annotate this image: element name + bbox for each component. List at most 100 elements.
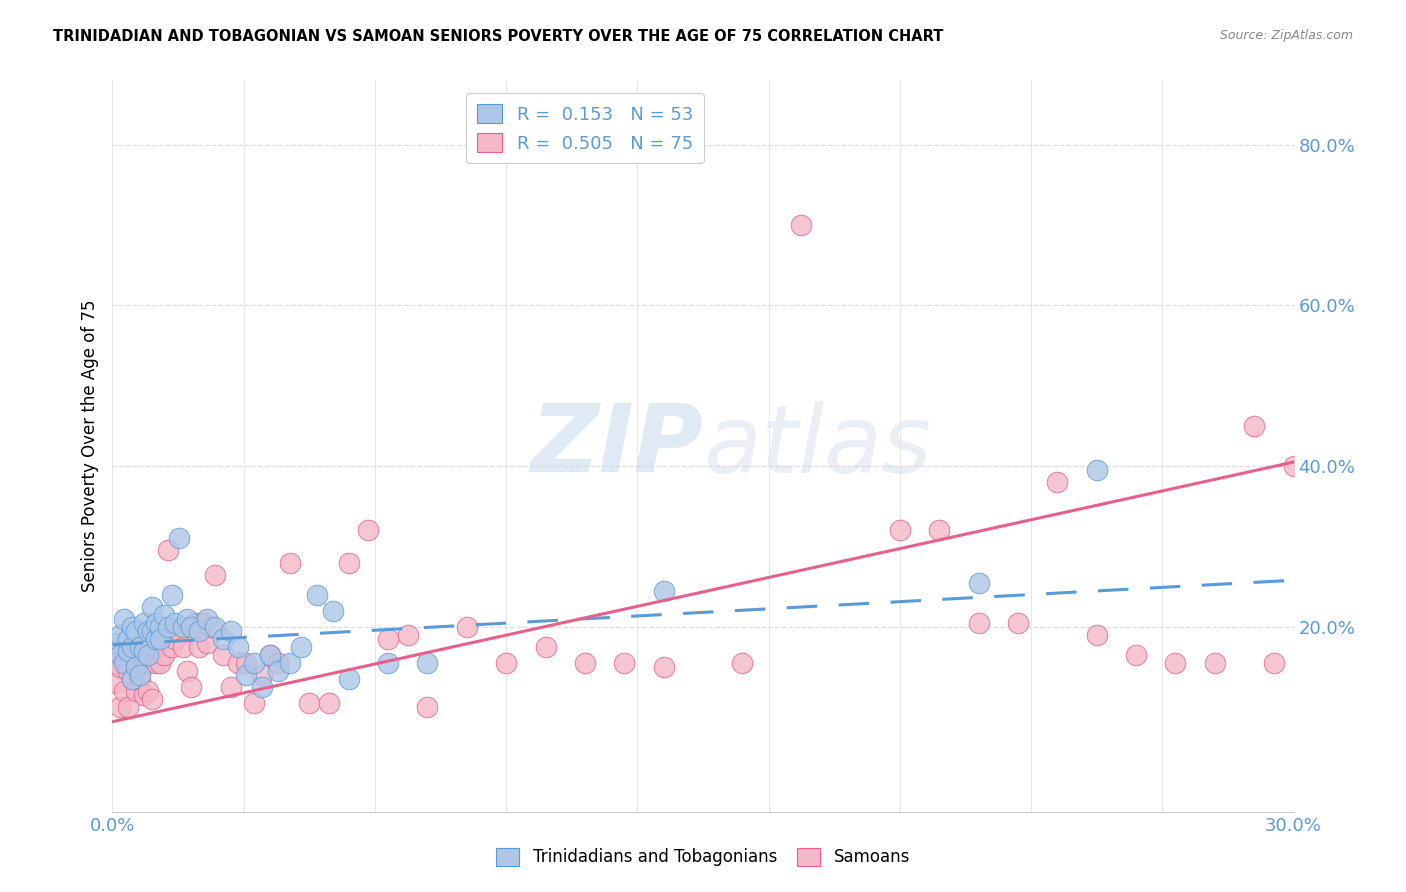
Point [129,648,152,662]
Point [318,696,340,710]
Point [195,612,218,626]
Point [456,620,478,634]
Point [136,648,159,662]
Point [219,680,242,694]
Point [169,532,191,546]
Point [204,620,226,634]
Point [105,636,128,650]
Point [141,624,163,638]
Point [132,648,155,662]
Point [110,660,132,674]
Point [652,660,675,674]
Point [337,672,360,686]
Point [132,688,155,702]
Point [219,624,242,638]
Point [1263,656,1285,670]
Point [731,656,754,670]
Point [235,656,257,670]
Point [141,692,163,706]
Point [1085,463,1108,477]
Point [278,656,301,670]
Point [180,680,202,694]
Point [152,607,174,622]
Point [112,656,135,670]
Point [1282,459,1305,474]
Point [136,624,159,638]
Point [172,640,194,654]
Point [129,640,152,654]
Point [152,624,174,638]
Point [1046,475,1069,490]
Legend: Trinidadians and Tobagonians, Samoans: Trinidadians and Tobagonians, Samoans [489,841,917,873]
Point [145,640,167,654]
Point [337,556,360,570]
Point [228,656,250,670]
Point [105,656,128,670]
Point [790,218,813,232]
Point [160,640,183,654]
Point [243,656,266,670]
Point [1243,418,1265,433]
Point [176,664,198,678]
Point [267,656,290,670]
Point [211,648,233,662]
Point [129,672,152,686]
Point [322,604,344,618]
Point [132,644,155,658]
Point [188,624,211,638]
Point [121,672,143,686]
Point [191,615,214,630]
Point [149,656,172,670]
Point [121,640,143,654]
Point [125,684,148,698]
Point [125,660,148,674]
Point [136,656,159,670]
Point [243,696,266,710]
Point [121,672,143,686]
Point [574,656,596,670]
Point [132,615,155,630]
Point [145,632,167,646]
Point [889,524,911,538]
Point [141,648,163,662]
Point [416,700,439,714]
Point [1085,628,1108,642]
Point [110,628,132,642]
Point [125,660,148,674]
Point [1125,648,1147,662]
Point [613,656,636,670]
Point [307,588,329,602]
Point [160,588,183,602]
Point [534,640,557,654]
Point [180,620,202,634]
Point [149,632,172,646]
Y-axis label: Seniors Poverty Over the Age of 75: Seniors Poverty Over the Age of 75 [80,300,98,592]
Point [176,612,198,626]
Point [121,620,143,634]
Point [259,648,281,662]
Point [1204,656,1226,670]
Point [204,567,226,582]
Point [152,648,174,662]
Point [172,620,194,634]
Point [145,615,167,630]
Text: TRINIDADIAN AND TOBAGONIAN VS SAMOAN SENIORS POVERTY OVER THE AGE OF 75 CORRELAT: TRINIDADIAN AND TOBAGONIAN VS SAMOAN SEN… [53,29,943,44]
Point [121,648,143,662]
Point [195,636,218,650]
Point [117,644,139,658]
Point [235,668,257,682]
Point [169,624,191,638]
Legend: R =  0.153   N = 53, R =  0.505   N = 75: R = 0.153 N = 53, R = 0.505 N = 75 [465,93,704,163]
Point [267,664,290,678]
Point [145,656,167,670]
Point [250,668,273,682]
Point [259,648,281,662]
Point [117,632,139,646]
Point [377,656,399,670]
Point [357,524,380,538]
Point [112,684,135,698]
Point [136,684,159,698]
Point [112,652,135,666]
Point [184,615,207,630]
Point [495,656,517,670]
